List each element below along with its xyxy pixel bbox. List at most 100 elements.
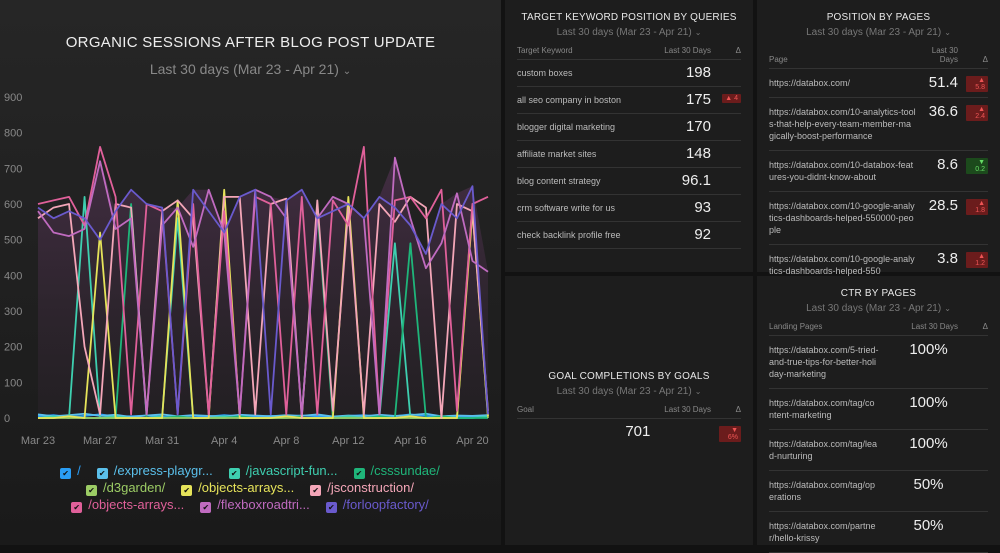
table-row[interactable]: https://databox.com/10-databox-features-… — [769, 150, 988, 192]
row-label: blog content strategy — [517, 167, 650, 195]
table-row[interactable]: custom boxes 198 — [517, 59, 741, 87]
col-header: Δ — [719, 38, 741, 60]
legend-item[interactable]: ✔ /csssundae/ — [353, 462, 440, 479]
date-range-dropdown[interactable]: Last 30 days (Mar 23 - Apr 21) ⌄ — [505, 27, 753, 38]
legend-label: /flexboxroadtri... — [217, 497, 310, 512]
row-value: 36.6 — [926, 97, 966, 151]
panel-title: POSITION BY PAGES — [826, 12, 931, 23]
y-tick-label: 900 — [4, 92, 22, 104]
row-value: 175 — [649, 86, 719, 114]
legend-item[interactable]: ✔ /d3garden/ — [86, 479, 165, 496]
checkbox-checked-icon[interactable]: ✔ — [325, 502, 337, 513]
date-range-dropdown[interactable]: Last 30 days (Mar 23 - Apr 21) ⌄ — [757, 27, 1000, 38]
col-header: Goal — [517, 397, 565, 419]
row-value: 92 — [649, 221, 719, 249]
legend-label: /forloopfactory/ — [342, 497, 429, 512]
chevron-down-icon: ⌄ — [694, 28, 702, 37]
delta-badge: ▼ 6% — [719, 426, 741, 442]
table-row[interactable]: https://databox.com/51.4 ▲ 5.8 — [769, 68, 988, 98]
checkbox-checked-icon[interactable]: ✔ — [96, 468, 108, 479]
date-range-dropdown[interactable]: Last 30 days (Mar 23 - Apr 21) ⌄ — [757, 303, 1000, 314]
row-label: crm software write for us — [517, 194, 650, 222]
checkbox-checked-icon[interactable]: ✔ — [228, 468, 240, 479]
x-tick-label: Apr 4 — [211, 435, 237, 447]
date-range-dropdown[interactable]: Last 30 days (Mar 23 - Apr 21) ⌄ — [0, 61, 501, 77]
delta-badge: ▲ 2.4 — [966, 105, 988, 121]
table-row[interactable]: https://databox.com/tag/lead-nurturing 10… — [769, 429, 988, 471]
date-range-dropdown[interactable]: Last 30 days (Mar 23 - Apr 21) ⌄ — [505, 386, 753, 397]
row-value: 8.6 — [926, 150, 966, 192]
row-label: https://databox.com/ — [769, 68, 926, 98]
delta-badge: ▲ 4 — [722, 94, 741, 103]
legend-item[interactable]: ✔ /objects-arrays... — [71, 496, 184, 513]
table-row[interactable]: blog content strategy 96.1 — [517, 167, 741, 195]
table-row[interactable]: https://databox.com/5-tried-and-true-tip… — [769, 335, 988, 389]
y-tick-label: 700 — [4, 163, 22, 175]
legend-item[interactable]: ✔ /flexboxroadtri... — [200, 496, 310, 513]
y-tick-label: 300 — [4, 306, 22, 318]
checkbox-checked-icon[interactable]: ✔ — [86, 485, 98, 496]
delta-badge: ▲ 1.8 — [966, 199, 988, 215]
y-tick-label: 800 — [4, 128, 22, 140]
table-row[interactable]: crm software write for us 93 — [517, 194, 741, 222]
table-row[interactable]: https://databox.com/tag/operations 50% — [769, 470, 988, 512]
x-tick-label: Mar 27 — [83, 435, 117, 447]
col-header: Last 30 Days — [564, 397, 719, 419]
row-label: affiliate market sites — [517, 140, 650, 168]
checkbox-checked-icon[interactable]: ✔ — [200, 502, 212, 513]
series-line-5 — [38, 188, 489, 419]
row-label: https://databox.com/tag/operations — [769, 470, 899, 512]
x-tick-label: Apr 16 — [394, 435, 426, 447]
date-range-label: Last 30 days (Mar 23 - Apr 21) — [556, 27, 692, 38]
legend-label: /d3garden/ — [103, 480, 166, 495]
checkbox-checked-icon[interactable]: ✔ — [353, 468, 365, 479]
legend-label: /javascript-fun... — [245, 463, 338, 478]
checkbox-checked-icon[interactable]: ✔ — [60, 468, 72, 479]
date-range-label: Last 30 days (Mar 23 - Apr 21) — [806, 303, 942, 314]
table-row[interactable]: blogger digital marketing 170 — [517, 113, 741, 141]
col-header: Δ — [966, 38, 988, 69]
table-row[interactable]: affiliate market sites 148 — [517, 140, 741, 168]
legend-item[interactable]: ✔ /express-playgr... — [96, 462, 213, 479]
col-header: Target Keyword — [517, 38, 650, 60]
chevron-down-icon: ⌄ — [944, 304, 951, 313]
checkbox-checked-icon[interactable]: ✔ — [181, 485, 193, 496]
series-line-9 — [37, 185, 489, 416]
y-tick-label: 400 — [4, 270, 22, 282]
row-value: 198 — [649, 59, 719, 87]
row-value: 170 — [649, 113, 719, 141]
goal-value: 701 — [625, 423, 651, 440]
table-row[interactable]: https://databox.com/10-analytics-tools-t… — [769, 97, 988, 151]
checkbox-checked-icon[interactable]: ✔ — [310, 485, 322, 496]
legend-label: /csssundae/ — [370, 463, 440, 478]
checkbox-checked-icon[interactable]: ✔ — [71, 502, 83, 513]
legend-item[interactable]: ✔ /javascript-fun... — [228, 462, 338, 479]
table-row[interactable]: https://databox.com/10-google-analytics-… — [769, 191, 988, 245]
chevron-down-icon: ⌄ — [342, 66, 352, 77]
table-row[interactable]: all seo company in boston 175 ▲ 4 — [517, 86, 741, 114]
table-row[interactable]: https://databox.com/partner/hello-krissy… — [769, 511, 988, 553]
legend-label: /express-playgr... — [113, 463, 213, 478]
row-value: 100% — [899, 388, 966, 430]
legend-item[interactable]: ✔ /forloopfactory/ — [325, 496, 429, 513]
table-row[interactable]: https://databox.com/tag/content-marketin… — [769, 388, 988, 430]
date-range-label: Last 30 days (Mar 23 - Apr 21) — [806, 27, 942, 38]
date-range-label: Last 30 days (Mar 23 - Apr 21) — [149, 61, 339, 77]
col-header: Last 30 Days — [899, 314, 966, 336]
legend-item[interactable]: ✔ / — [60, 462, 81, 479]
row-label: custom boxes — [517, 59, 650, 87]
y-tick-label: 0 — [4, 413, 10, 425]
row-label: all seo company in boston — [517, 86, 650, 114]
legend-item[interactable]: ✔ /jsconstruction/ — [310, 479, 414, 496]
legend-label: /objects-arrays... — [88, 497, 185, 512]
legend-item[interactable]: ✔ /objects-arrays... — [181, 479, 294, 496]
table-row[interactable]: check backlink profile free 92 — [517, 221, 741, 249]
organic-sessions-panel: ORGANIC SESSIONS AFTER BLOG POST UPDATE … — [0, 0, 501, 545]
col-header: Last 30 Days — [649, 38, 719, 60]
row-label: https://databox.com/partner/hello-krissy — [769, 511, 899, 553]
table-row[interactable]: 701 ▼ 6% — [517, 419, 741, 447]
line-chart: 0 100 200 300 400 500 600 700 800 900 Mar 23 Mar 27… — [4, 92, 489, 447]
row-label: https://databox.com/tag/lead-nurturing — [769, 429, 899, 471]
